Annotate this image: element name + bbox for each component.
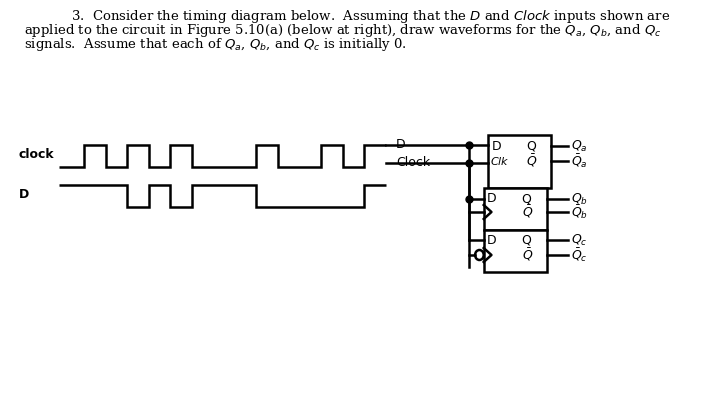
Bar (488, 135, 551, 188)
Text: $\bar{Q}$: $\bar{Q}$ (521, 204, 533, 220)
Text: Q: Q (526, 139, 536, 152)
Text: $\bar{Q}_c$: $\bar{Q}_c$ (571, 246, 587, 264)
Text: $Q_a$: $Q_a$ (571, 139, 587, 154)
Text: 3.  Consider the timing diagram below.  Assuming that the $D$ and $\mathit{Clock: 3. Consider the timing diagram below. As… (70, 8, 670, 25)
Text: $\bar{Q}$: $\bar{Q}$ (521, 247, 533, 263)
Text: clock: clock (19, 148, 54, 162)
Text: $\bar{Q}_a$: $\bar{Q}_a$ (571, 152, 587, 170)
Text: Q: Q (521, 233, 531, 247)
Text: $\bar{Q}_b$: $\bar{Q}_b$ (571, 203, 588, 221)
Text: D: D (487, 193, 497, 206)
Text: applied to the circuit in Figure 5.10(a) (below at right), draw waveforms for th: applied to the circuit in Figure 5.10(a)… (24, 22, 661, 39)
Text: Q: Q (521, 193, 531, 206)
Bar (484, 230, 547, 272)
Text: $Q_b$: $Q_b$ (571, 191, 588, 207)
Bar (484, 188, 547, 230)
Text: $\bar{Q}$: $\bar{Q}$ (526, 153, 537, 169)
Text: Clock: Clock (396, 156, 430, 170)
Text: signals.  Assume that each of $Q_a$, $Q_b$, and $Q_c$ is initially 0.: signals. Assume that each of $Q_a$, $Q_b… (24, 36, 407, 53)
Text: D: D (487, 233, 497, 247)
Text: D: D (396, 139, 405, 152)
Text: $Q_c$: $Q_c$ (571, 233, 587, 247)
Text: $\mathit{Clk}$: $\mathit{Clk}$ (490, 155, 510, 167)
Text: D: D (19, 189, 29, 202)
Text: D: D (492, 139, 501, 152)
